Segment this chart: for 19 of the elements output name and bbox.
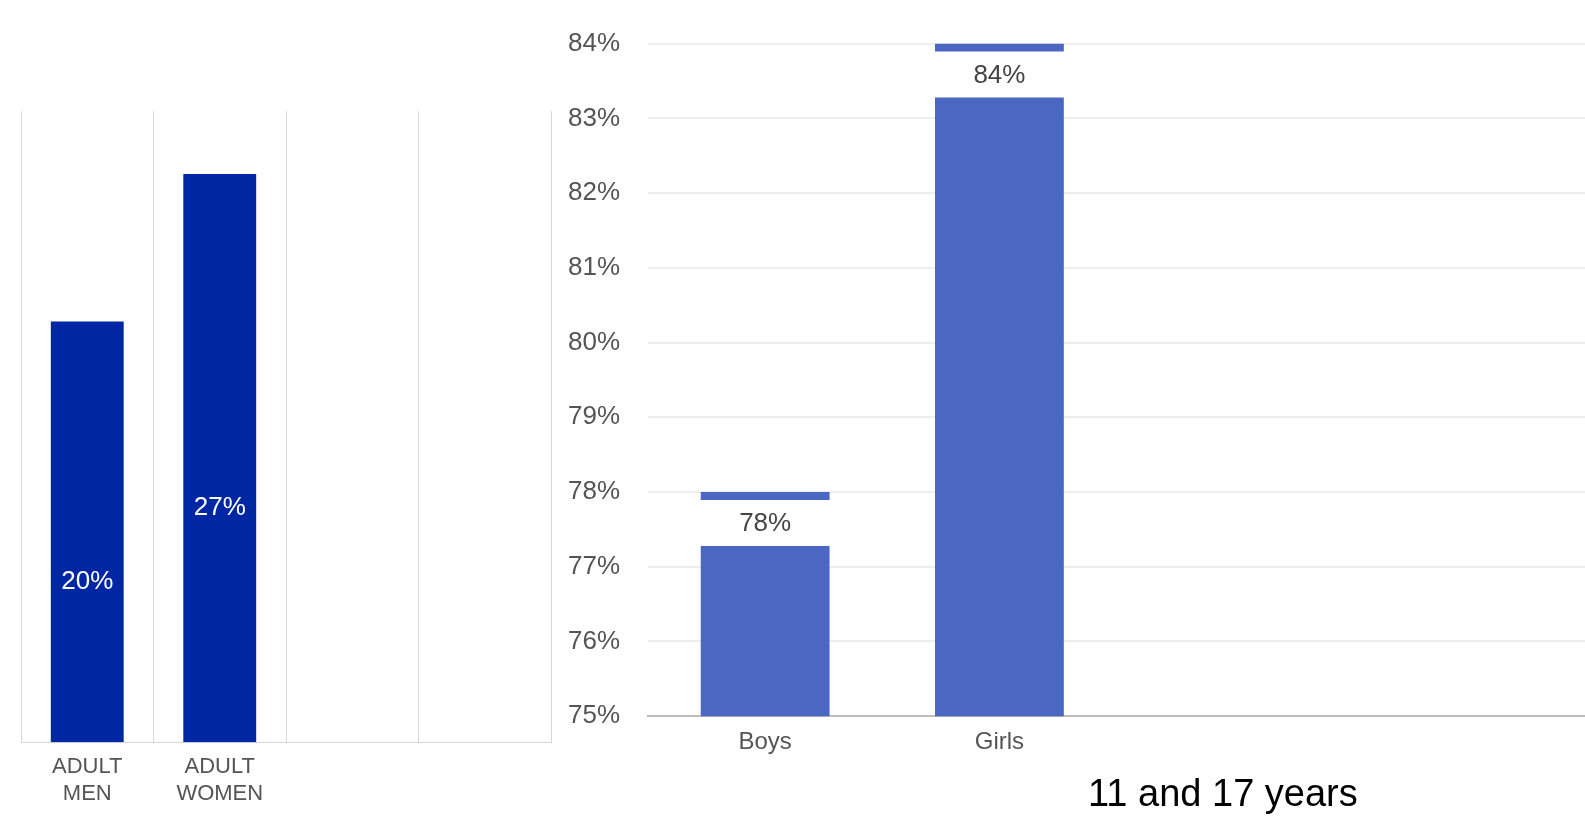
y-tick-label: 83%	[567, 101, 621, 132]
data-label: 20%	[61, 564, 114, 595]
y-tick-label: 84%	[567, 26, 621, 57]
y-tick-label: 80%	[567, 325, 621, 356]
y-tick-label: 82%	[567, 176, 621, 207]
data-label: 78%	[739, 507, 792, 538]
y-tick-label: 81%	[567, 250, 621, 281]
y-tick-label: 78%	[567, 475, 621, 506]
data-label: 27%	[193, 491, 246, 522]
y-tick-label: 79%	[567, 400, 621, 431]
y-tick-label: 77%	[567, 549, 621, 580]
x-tick-label: ADULT WOMEN	[176, 753, 264, 805]
y-tick-label: 76%	[567, 624, 621, 655]
x-tick-label: ADULT MEN	[52, 753, 123, 805]
x-tick-label: Girls	[974, 727, 1025, 755]
data-label: 84%	[973, 58, 1026, 89]
x-tick-label: Boys	[738, 727, 792, 755]
text: 11 and 17 years	[1088, 772, 1358, 815]
y-tick-label: 75%	[567, 699, 621, 730]
